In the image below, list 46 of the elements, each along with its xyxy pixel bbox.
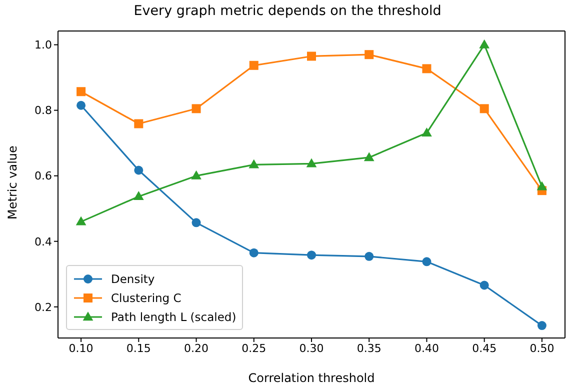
chart-title: Every graph metric depends on the threshold — [132, 3, 442, 19]
point — [191, 170, 202, 180]
point — [306, 158, 317, 168]
x-tick-label: 0.10 — [68, 342, 94, 355]
legend-label: Density — [111, 272, 155, 286]
point — [133, 191, 144, 200]
x-axis-title: Correlation threshold — [248, 371, 375, 385]
point — [479, 39, 490, 48]
x-tick-label: 0.45 — [472, 342, 497, 355]
point — [134, 166, 144, 175]
point — [364, 152, 374, 162]
x-tick-label: 0.50 — [530, 342, 554, 355]
point — [249, 248, 258, 258]
x-tick-label: 0.15 — [126, 342, 151, 355]
point — [307, 250, 316, 260]
x-tick-label: 0.35 — [356, 342, 382, 355]
legend-label: Clustering C — [111, 290, 182, 304]
point — [480, 280, 489, 290]
y-tick-label: 0.2 — [34, 300, 52, 314]
point — [76, 216, 86, 226]
point — [307, 52, 316, 61]
point — [536, 181, 548, 190]
point — [76, 87, 86, 96]
x-tick-label: 0.30 — [299, 342, 324, 355]
point — [422, 127, 432, 136]
point — [364, 252, 374, 261]
y-tick-label: 0.8 — [34, 104, 52, 118]
point — [537, 321, 546, 330]
x-tick-label: 0.40 — [414, 342, 439, 355]
y-axis-title: Metric value — [5, 146, 20, 220]
y-tick-label: 0.4 — [34, 235, 52, 248]
y-tick-label: 1.0 — [34, 38, 52, 52]
point — [249, 60, 258, 70]
x-tick-label: 0.20 — [184, 342, 209, 355]
point — [480, 104, 489, 114]
point — [422, 257, 432, 266]
point — [192, 218, 201, 228]
point — [422, 64, 432, 74]
point — [192, 104, 201, 114]
point — [134, 119, 144, 128]
point — [248, 159, 260, 168]
legend-label: Path length L (scaled) — [111, 310, 236, 324]
point — [364, 50, 374, 60]
x-tick-label: 0.25 — [242, 342, 266, 355]
y-tick-label: 0.6 — [34, 170, 52, 183]
point — [76, 100, 86, 110]
